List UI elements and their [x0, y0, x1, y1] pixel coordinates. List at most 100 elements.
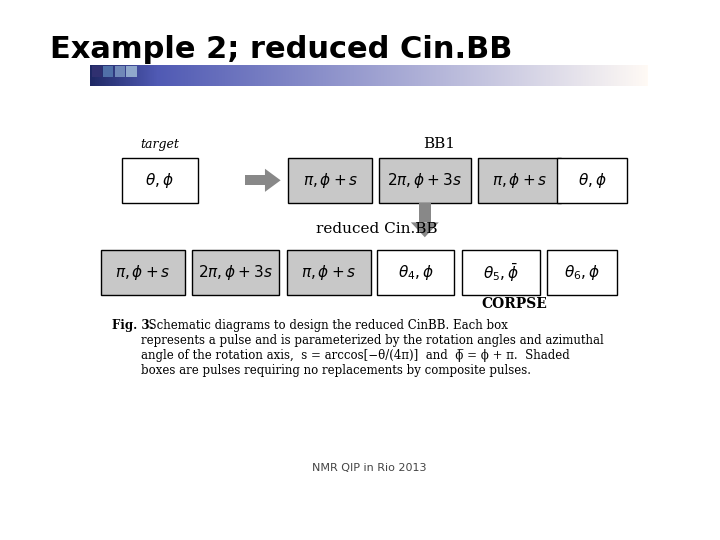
Bar [439, 65, 441, 86]
Bar [108, 65, 109, 86]
Bar [303, 65, 304, 86]
Bar [546, 65, 547, 86]
Text: $2\pi,\phi+3s$: $2\pi,\phi+3s$ [198, 263, 273, 282]
Bar [588, 65, 589, 86]
Bar [510, 65, 512, 86]
Bar [302, 65, 303, 86]
Bar [647, 65, 648, 86]
Bar [583, 65, 584, 86]
Bar [399, 65, 400, 86]
Bar [295, 65, 296, 86]
Bar [516, 65, 517, 86]
Bar [419, 204, 431, 222]
Bar [611, 65, 612, 86]
Bar [113, 65, 114, 86]
Bar [504, 65, 505, 86]
Bar [352, 65, 353, 86]
Bar [255, 65, 256, 86]
Bar [216, 65, 217, 86]
Bar [473, 65, 474, 86]
Bar [483, 65, 484, 86]
Bar [118, 65, 119, 86]
Bar [557, 65, 558, 86]
Bar [490, 65, 492, 86]
Bar [260, 65, 261, 86]
Bar [224, 65, 225, 86]
Bar [183, 65, 184, 86]
Bar [508, 65, 509, 86]
Bar [323, 65, 324, 86]
Bar [290, 65, 291, 86]
Bar [480, 65, 481, 86]
Bar [496, 65, 497, 86]
Bar [461, 65, 462, 86]
Bar [514, 65, 515, 86]
Bar [181, 65, 182, 86]
Bar [465, 65, 466, 86]
Bar [377, 251, 454, 295]
Bar [472, 65, 473, 86]
Bar [441, 65, 442, 86]
Bar [136, 65, 137, 86]
Bar [545, 65, 546, 86]
Bar [597, 65, 598, 86]
Bar [542, 65, 543, 86]
Bar [463, 65, 464, 86]
Bar [453, 65, 454, 86]
Bar [429, 65, 431, 86]
Bar [426, 65, 427, 86]
Bar [299, 65, 300, 86]
Bar [362, 65, 363, 86]
Bar [374, 65, 375, 86]
Bar [157, 65, 158, 86]
Bar [455, 65, 456, 86]
Bar [106, 65, 107, 86]
Text: BB1: BB1 [423, 137, 455, 151]
Bar [243, 65, 244, 86]
Bar [198, 65, 199, 86]
Bar [467, 65, 468, 86]
Bar [226, 65, 228, 86]
Bar [202, 65, 203, 86]
Bar [405, 65, 406, 86]
Bar [335, 65, 336, 86]
Bar [222, 65, 223, 86]
Bar [415, 65, 416, 86]
Bar [632, 65, 634, 86]
Bar [195, 65, 196, 86]
Bar [382, 65, 383, 86]
Text: $\theta,\phi$: $\theta,\phi$ [145, 171, 174, 190]
Bar [174, 65, 175, 86]
Bar [300, 65, 301, 86]
Bar [315, 65, 316, 86]
Bar [579, 65, 580, 86]
Bar [291, 65, 292, 86]
Bar [161, 65, 162, 86]
Bar [130, 65, 131, 86]
Bar [591, 65, 592, 86]
Bar [328, 65, 329, 86]
Bar [211, 65, 212, 86]
Bar [266, 65, 267, 86]
Bar [620, 65, 621, 86]
Bar [538, 65, 539, 86]
Bar [258, 65, 259, 86]
Bar [110, 65, 111, 86]
Bar [114, 65, 116, 86]
Bar [551, 65, 552, 86]
Bar [605, 65, 606, 86]
Bar [625, 65, 626, 86]
Bar [481, 65, 482, 86]
Bar [343, 65, 344, 86]
Bar [109, 65, 110, 86]
Bar [458, 65, 459, 86]
Text: $\theta_6,\phi$: $\theta_6,\phi$ [564, 263, 600, 282]
Bar [359, 65, 360, 86]
Bar [578, 65, 579, 86]
Bar [432, 65, 433, 86]
Bar [629, 65, 630, 86]
Bar [506, 65, 507, 86]
Bar [549, 65, 550, 86]
Bar [413, 65, 414, 86]
Bar [555, 65, 556, 86]
